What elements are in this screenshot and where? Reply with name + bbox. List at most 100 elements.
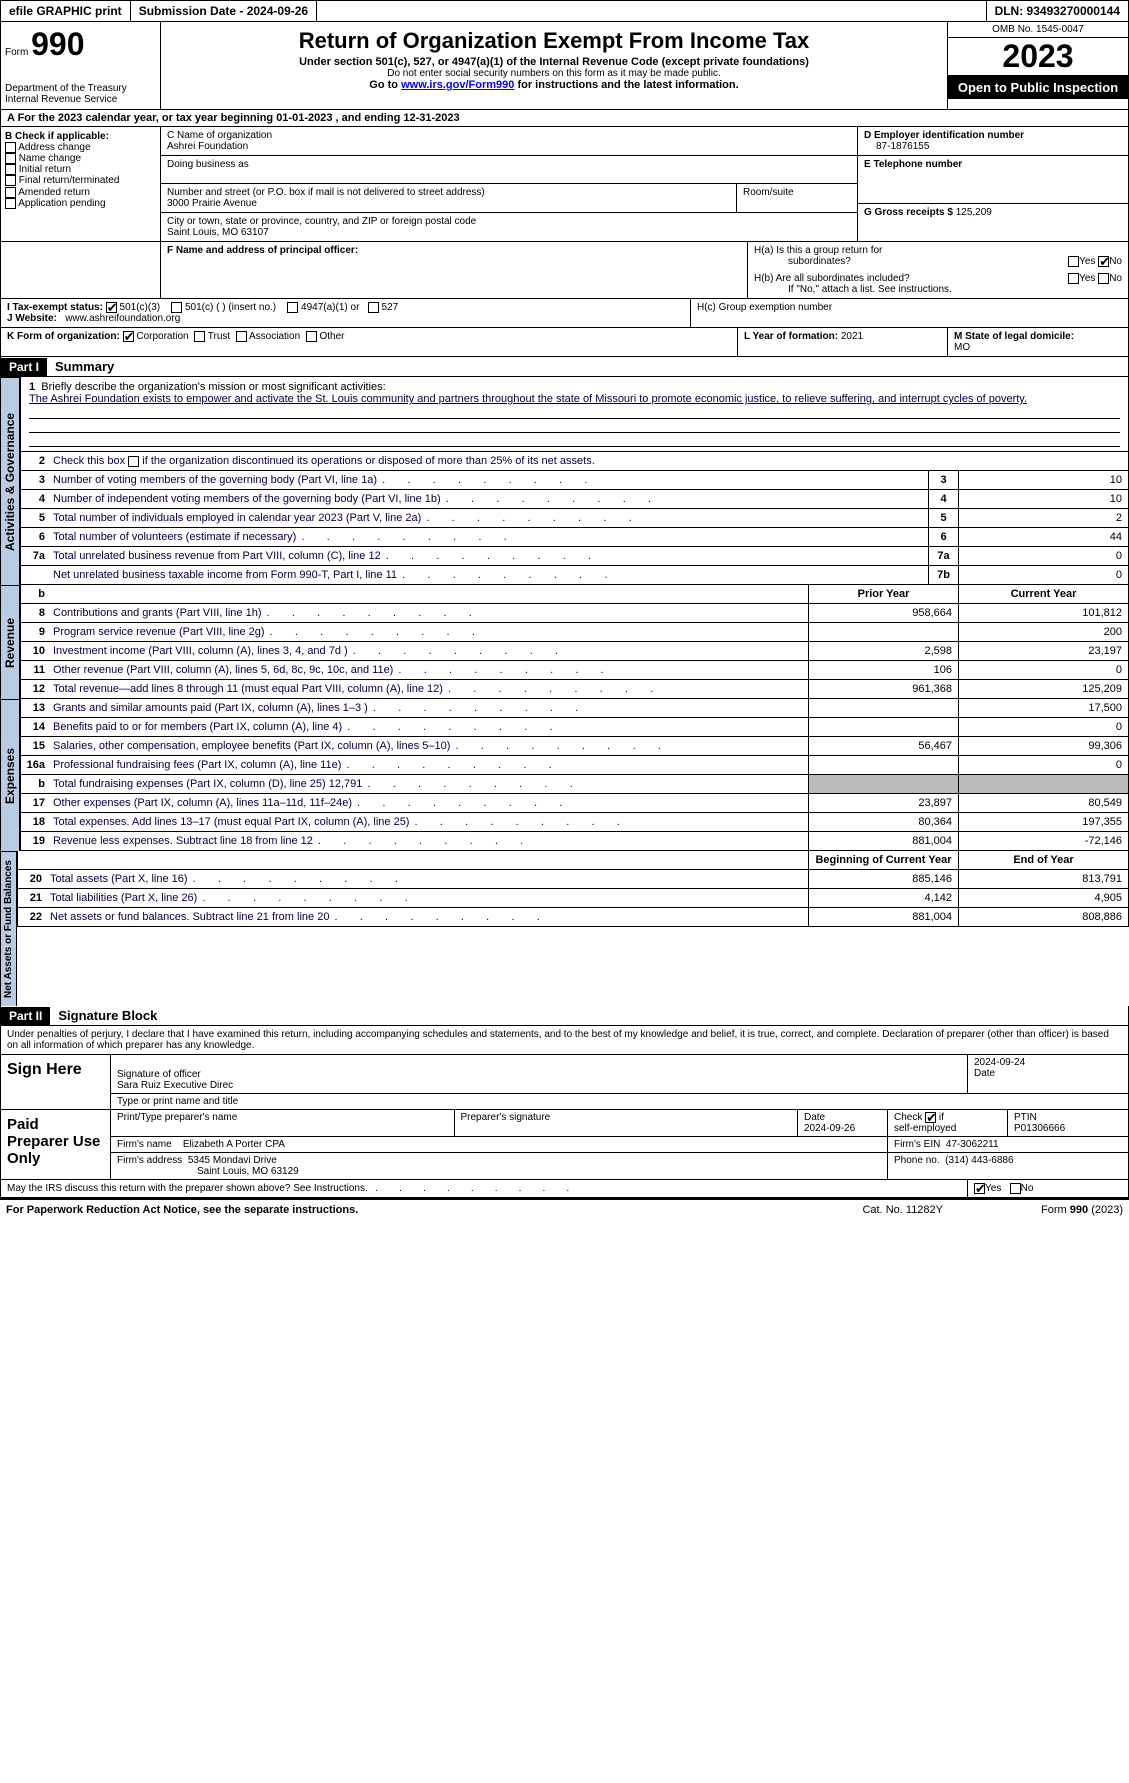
row-value: 0 bbox=[958, 566, 1128, 584]
chk-name[interactable]: Name change bbox=[5, 153, 156, 164]
chk-final[interactable]: Final return/terminated bbox=[5, 175, 156, 186]
box-j-label: J Website: bbox=[7, 313, 57, 324]
vtab-revenue: Revenue bbox=[0, 585, 20, 699]
summary-row: 19 Revenue less expenses. Subtract line … bbox=[20, 832, 1129, 851]
row-num: 9 bbox=[21, 623, 49, 641]
row-num: 21 bbox=[18, 889, 46, 907]
ha-no-checkbox[interactable] bbox=[1098, 256, 1109, 267]
row-prior bbox=[808, 718, 958, 736]
hb-yes-checkbox[interactable] bbox=[1068, 273, 1079, 284]
chk-address[interactable]: Address change bbox=[5, 142, 156, 153]
discuss-no-checkbox[interactable] bbox=[1010, 1183, 1021, 1194]
ein-cell: D Employer identification number 87-1876… bbox=[858, 127, 1128, 156]
row-text: Professional fundraising fees (Part IX, … bbox=[49, 756, 808, 774]
row-prior: 4,142 bbox=[808, 889, 958, 907]
prep-selfemp-cell: Check ifself-employed bbox=[888, 1110, 1008, 1136]
chk-527[interactable] bbox=[368, 302, 379, 313]
summary-row: 5 Total number of individuals employed i… bbox=[20, 509, 1129, 528]
phone-label: E Telephone number bbox=[864, 159, 1122, 170]
header-right: OMB No. 1545-0047 2023 Open to Public In… bbox=[948, 22, 1128, 109]
room-label: Room/suite bbox=[737, 184, 857, 212]
chk-pending[interactable]: Application pending bbox=[5, 198, 156, 209]
chk-501c[interactable] bbox=[171, 302, 182, 313]
mission-num: 1 bbox=[29, 381, 35, 393]
hb-row: H(b) Are all subordinates included? Yes … bbox=[748, 270, 1128, 298]
end-year-header: End of Year bbox=[958, 851, 1128, 869]
prep-name-label: Print/Type preparer's name bbox=[117, 1112, 448, 1123]
irs-link[interactable]: www.irs.gov/Form990 bbox=[401, 79, 514, 91]
part1-badge: Part I bbox=[1, 358, 47, 376]
addr-value: 3000 Prairie Avenue bbox=[167, 198, 730, 209]
chk-amended[interactable]: Amended return bbox=[5, 187, 156, 198]
box-f: F Name and address of principal officer: bbox=[161, 242, 748, 298]
gross-value: 125,209 bbox=[956, 207, 992, 218]
box-k: K Form of organization: Corporation Trus… bbox=[1, 328, 738, 356]
row-text: Contributions and grants (Part VIII, lin… bbox=[49, 604, 808, 622]
ha-label1: H(a) Is this a group return for bbox=[754, 245, 882, 256]
prep-date-label: Date bbox=[804, 1112, 881, 1123]
row-num: 4 bbox=[21, 490, 49, 508]
yh-b: b bbox=[21, 585, 49, 603]
row-prior bbox=[808, 756, 958, 774]
gross-cell: G Gross receipts $ 125,209 bbox=[858, 204, 1128, 221]
summary-row: 11 Other revenue (Part VIII, column (A),… bbox=[20, 661, 1129, 680]
row-num: 11 bbox=[21, 661, 49, 679]
hb-note: If "No," attach a list. See instructions… bbox=[754, 284, 952, 295]
chk-selfemp[interactable] bbox=[925, 1112, 936, 1123]
website-value: www.ashreifoundation.org bbox=[65, 313, 180, 324]
summary-row: 13 Grants and similar amounts paid (Part… bbox=[20, 699, 1129, 718]
row-i: I Tax-exempt status: 501(c)(3) 501(c) ( … bbox=[0, 299, 1129, 328]
prep-sig-label: Preparer's signature bbox=[461, 1112, 792, 1123]
chk-assoc[interactable] bbox=[236, 331, 247, 342]
prep-date-cell: Date 2024-09-26 bbox=[798, 1110, 888, 1136]
summary-gov: Activities & Governance 1 Briefly descri… bbox=[0, 377, 1129, 585]
chk-discontinued[interactable] bbox=[128, 456, 139, 467]
submission-label: Submission Date - 2024-09-26 bbox=[139, 4, 308, 18]
top-bar: efile GRAPHIC print Submission Date - 20… bbox=[0, 0, 1129, 22]
row-value: 0 bbox=[958, 547, 1128, 565]
row-current bbox=[958, 775, 1128, 793]
row-num: 6 bbox=[21, 528, 49, 546]
chk-other[interactable] bbox=[306, 331, 317, 342]
chk-trust[interactable] bbox=[194, 331, 205, 342]
sign-date: 2024-09-24 bbox=[974, 1057, 1122, 1068]
ein-label: D Employer identification number bbox=[864, 130, 1122, 141]
row-num: 12 bbox=[21, 680, 49, 698]
ha-yes-checkbox[interactable] bbox=[1068, 256, 1079, 267]
row-num: 10 bbox=[21, 642, 49, 660]
row-num bbox=[21, 566, 49, 584]
discuss-yes-checkbox[interactable] bbox=[974, 1183, 985, 1194]
sub3-pre: Go to bbox=[369, 79, 401, 91]
row-prior: 80,364 bbox=[808, 813, 958, 831]
chk-name-label: Name change bbox=[19, 153, 81, 164]
chk-initial[interactable]: Initial return bbox=[5, 164, 156, 175]
section-bcd: B Check if applicable: Address change Na… bbox=[0, 127, 1129, 242]
summary-row: Net unrelated business taxable income fr… bbox=[20, 566, 1129, 585]
org-name-label: C Name of organization bbox=[167, 130, 851, 141]
summary-row: 12 Total revenue—add lines 8 through 11 … bbox=[20, 680, 1129, 699]
box-hc: H(c) Group exemption number bbox=[691, 299, 1128, 327]
opt-assoc: Association bbox=[249, 331, 300, 342]
row-current: 0 bbox=[958, 661, 1128, 679]
chk-corp[interactable] bbox=[123, 331, 134, 342]
footer-left: For Paperwork Reduction Act Notice, see … bbox=[0, 1202, 856, 1218]
row-box: 7b bbox=[928, 566, 958, 584]
row-current: 125,209 bbox=[958, 680, 1128, 698]
opt-trust: Trust bbox=[208, 331, 230, 342]
box-i: I Tax-exempt status: 501(c)(3) 501(c) ( … bbox=[1, 299, 691, 327]
row-prior: 881,004 bbox=[808, 908, 958, 926]
phone-cell: E Telephone number bbox=[858, 156, 1128, 204]
row-prior: 23,897 bbox=[808, 794, 958, 812]
paid-preparer-block: Paid Preparer Use Only Print/Type prepar… bbox=[0, 1110, 1129, 1180]
row-num: 16a bbox=[21, 756, 49, 774]
hb-no-checkbox[interactable] bbox=[1098, 273, 1109, 284]
row-num: 13 bbox=[21, 699, 49, 717]
chk-initial-label: Initial return bbox=[19, 164, 71, 175]
chk-501c3[interactable] bbox=[106, 302, 117, 313]
firm-ein-label: Firm's EIN bbox=[894, 1139, 940, 1150]
row-current: 17,500 bbox=[958, 699, 1128, 717]
row-num: 15 bbox=[21, 737, 49, 755]
paid-label: Paid Preparer Use Only bbox=[1, 1110, 111, 1179]
chk-4947[interactable] bbox=[287, 302, 298, 313]
box-f-label: F Name and address of principal officer: bbox=[167, 245, 358, 256]
